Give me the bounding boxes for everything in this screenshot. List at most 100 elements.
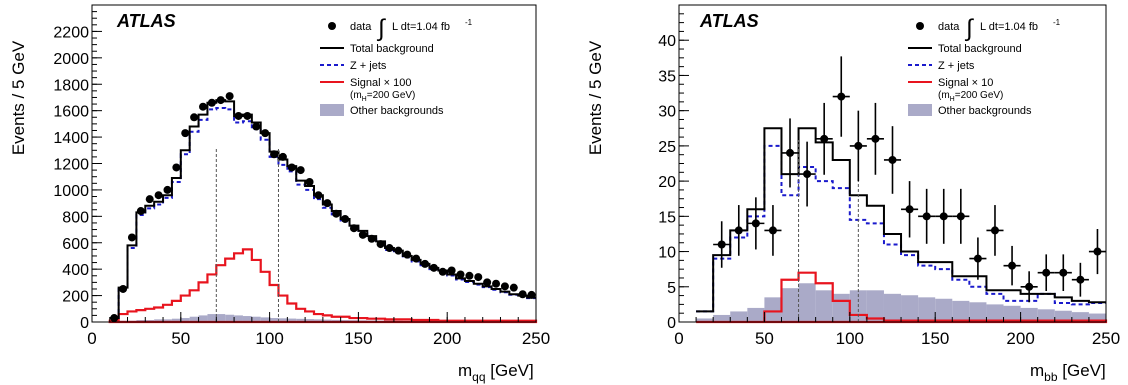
plot-area-right	[696, 56, 1108, 324]
y-tick-label: 40	[658, 33, 676, 50]
x-tick-label: 100	[255, 329, 283, 348]
other-bkg-bar	[713, 314, 731, 322]
y-tick-label: 0	[667, 315, 676, 332]
y-tick-label: 35	[658, 68, 676, 85]
data-point	[145, 195, 154, 204]
data-point	[447, 266, 456, 275]
y-axis-label-left: Events / 5 GeV	[9, 40, 28, 155]
data-point	[394, 246, 403, 255]
data-point	[234, 111, 243, 120]
signal-line	[108, 248, 538, 324]
panel-right: 0 50 100 150 200 250 0 5 10 15 20 25 30 35 40 ATLAS Ev…	[586, 4, 1120, 384]
legend-data-marker	[328, 22, 336, 30]
y-tick-label: 25	[658, 139, 676, 156]
data-point	[110, 314, 119, 323]
data-point	[990, 226, 999, 235]
data-point	[349, 224, 358, 233]
data-point	[207, 98, 216, 107]
data-point	[854, 141, 863, 150]
data-point	[768, 226, 777, 235]
other-bkg-bar	[207, 314, 217, 322]
data-point	[199, 102, 207, 111]
data-point	[181, 129, 190, 138]
data-point	[820, 134, 829, 143]
y-tick-label: 600	[62, 236, 89, 253]
data-point	[717, 240, 726, 249]
data-point	[905, 205, 914, 214]
data-point	[225, 92, 234, 101]
data-point	[412, 254, 421, 263]
data-point	[163, 185, 172, 194]
legend-signal-mass-label: (mH=200 GeV)	[938, 90, 1003, 103]
plot-area-left	[108, 92, 538, 324]
other-bkg-bar	[798, 283, 816, 322]
zjets-line	[109, 107, 536, 320]
data-point	[1093, 247, 1102, 256]
data-point	[429, 263, 438, 272]
axes-left: 0 50 100 150 200 250 0 200 400 600 800 1000 1200 1400…	[53, 4, 550, 348]
legend-signal-label: Signal × 10	[938, 77, 993, 89]
other-bkg-bar	[883, 293, 902, 322]
x-tick-label: 150	[921, 329, 949, 348]
x-axis-label-right: mbb [GeV]	[1030, 361, 1106, 384]
data-point	[323, 199, 332, 208]
panel-left: 0 50 100 150 200 250 0 200 400 600 800 1000 1200 1400…	[9, 4, 550, 384]
other-bkg-bar	[969, 302, 987, 322]
other-bkg-bar	[747, 307, 765, 322]
data-point	[216, 96, 225, 105]
x-tick-label: 250	[1092, 329, 1120, 348]
atlas-label-left: ATLAS	[116, 11, 176, 31]
y-tick-label: 15	[658, 209, 676, 226]
other-bkg-bar	[269, 318, 279, 322]
data-point	[1042, 268, 1051, 277]
x-tick-label: 100	[836, 329, 864, 348]
data-point	[270, 150, 279, 159]
data-point	[803, 170, 812, 179]
data-point	[172, 163, 181, 172]
other-bkg-bar	[730, 311, 748, 322]
data-point	[939, 212, 948, 221]
data-point	[1025, 282, 1034, 291]
x-tick-label: 50	[171, 329, 190, 348]
integral-sign: ∫	[964, 15, 974, 42]
other-bkg-bar	[189, 316, 199, 322]
other-bkg-bar	[781, 288, 799, 322]
data-point	[287, 163, 296, 172]
y-tick-label: 30	[658, 104, 676, 121]
other-bkg-bar	[278, 318, 288, 322]
total-bkg-line	[109, 99, 536, 320]
y-tick-label: 1200	[53, 157, 89, 174]
data-point	[341, 214, 350, 223]
y-tick-label: 0	[80, 315, 89, 332]
data-point	[734, 226, 743, 235]
data-point	[956, 212, 965, 221]
data-point	[438, 267, 447, 276]
legend-data-marker	[916, 22, 924, 30]
legend-zjets-label: Z + jets	[938, 60, 975, 72]
legend-other-swatch	[320, 104, 344, 116]
data-point	[1076, 275, 1085, 284]
data-point	[252, 122, 261, 131]
data-point	[973, 254, 982, 263]
other-bkg-bar	[815, 290, 833, 322]
data-point	[888, 155, 897, 164]
other-bkg-bar	[198, 315, 208, 322]
other-bkg-bar	[952, 300, 970, 322]
data-point	[871, 134, 880, 143]
data-point	[751, 219, 760, 228]
data-point	[127, 233, 136, 242]
atlas-label-right: ATLAS	[699, 11, 759, 31]
x-axis-label-left: mqq [GeV]	[458, 361, 534, 384]
other-bkg-bar	[287, 318, 297, 322]
other-bkg-bar	[866, 290, 884, 322]
x-tick-label: 0	[87, 329, 96, 348]
other-bkg-bar	[154, 319, 164, 322]
x-tick-label: 200	[1006, 329, 1034, 348]
other-bkg-bar	[242, 316, 252, 322]
other-bkg-bar	[251, 316, 261, 322]
other-bkg-bar	[1037, 309, 1055, 322]
other-bkg-bar	[764, 297, 782, 322]
legend-total-label: Total background	[938, 43, 1022, 55]
y-tick-label: 1600	[53, 104, 89, 121]
